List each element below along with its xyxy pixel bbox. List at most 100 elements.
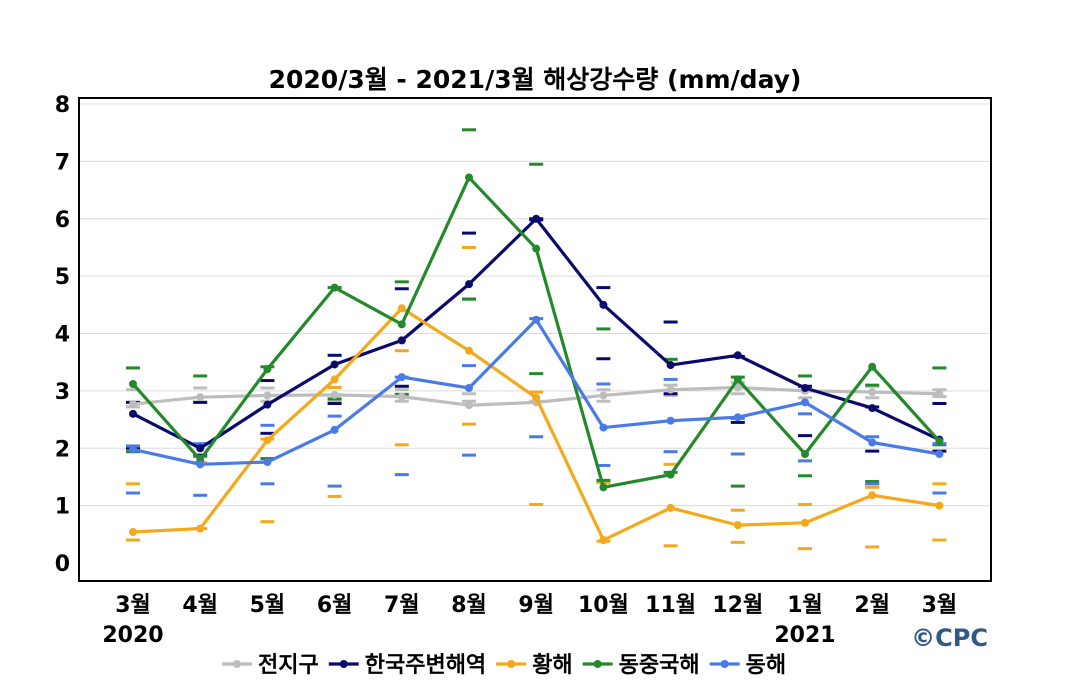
data-point [733,521,742,530]
range-markers [126,128,947,551]
legend-marker [233,660,241,668]
y-tick-label: 3 [55,380,70,405]
data-point [129,528,137,537]
legend-marker [593,660,602,668]
data-point [532,393,541,402]
data-point [330,360,339,369]
legend-label: 한국주변해역 [365,653,486,678]
data-point [801,518,809,527]
data-point [397,320,406,329]
data-point [330,283,339,292]
y-tick-label: 7 [55,150,70,175]
data-point [330,390,339,399]
x-axis-ticks: 3월 4월 5월 6월 7월 8월 9월 10월 11월 12월 1월 2월 3월 2020 2021 [102,593,957,648]
data-point [935,389,944,398]
data-point [465,346,473,355]
legend-label: 동중국해 [619,653,700,678]
x-tick-label: 8월 [451,593,487,618]
data-point [532,315,541,324]
data-point [666,503,675,512]
data-point [330,425,339,434]
legend-marker [339,660,348,668]
data-point [263,400,272,409]
data-point [599,536,608,545]
data-point [129,400,137,409]
data-point [935,501,944,510]
data-point [397,373,406,382]
data-point [465,384,473,393]
data-point [868,491,877,500]
data-point [599,300,608,309]
y-tick-label: 2 [55,437,70,462]
x-tick-label: 1월 [787,593,823,618]
x-tick-label: 11월 [645,593,696,618]
data-point [196,460,205,469]
x-tick-label: 4월 [182,593,218,618]
data-point [868,388,877,397]
chart-title: 2020/3월 - 2021/3월 해상강수량 (mm/day) [269,65,802,94]
data-point [733,383,742,392]
data-point [666,470,675,479]
year-label: 2021 [774,623,835,648]
data-point [397,392,406,401]
series-lines [129,173,944,545]
data-point [801,449,809,458]
data-point [465,401,473,410]
y-tick-label: 0 [55,552,70,577]
data-point [733,351,742,360]
data-point [465,173,473,182]
y-axis-ticks: 0 1 2 3 4 5 6 7 8 [55,93,70,577]
data-point [666,385,675,394]
data-point [868,404,877,413]
data-point [263,365,272,374]
y-tick-label: 8 [55,93,70,118]
legend-marker [720,660,729,668]
data-point [868,438,877,447]
x-tick-label: 7월 [384,593,420,618]
data-point [129,379,137,388]
legend-label: 동해 [746,653,786,678]
y-tick-label: 4 [55,323,70,348]
cpc-credit: ©CPC [911,624,988,652]
data-point [330,375,339,384]
data-point [733,413,742,422]
x-tick-label: 3월 [115,593,151,618]
y-tick-label: 6 [55,208,70,233]
data-point [129,445,137,454]
data-point [666,416,675,425]
data-point [532,244,541,253]
x-tick-label: 2월 [854,593,890,618]
data-point [129,409,137,418]
plot-frame [78,97,992,582]
data-point [196,524,205,533]
series-line [131,175,941,489]
data-point [935,449,944,458]
x-tick-label: 12월 [712,593,763,618]
data-point [263,436,272,445]
data-point [196,444,205,453]
data-point [397,304,406,313]
data-point [196,393,205,402]
legend-label: 황해 [532,653,572,678]
legend: 전지구 한국주변해역 황해 동중국해 동해 [222,653,786,678]
x-tick-label: 3월 [922,593,958,618]
data-point [397,336,406,345]
year-label: 2020 [102,623,163,648]
x-tick-label: 5월 [250,593,286,618]
data-point [599,483,608,492]
data-point [532,214,541,223]
data-point [666,361,675,370]
data-point [801,398,809,407]
data-point [599,391,608,400]
legend-marker [507,660,516,668]
data-point [868,362,877,371]
data-point [263,391,272,400]
data-point [733,375,742,384]
x-tick-label: 10월 [578,593,629,618]
y-tick-label: 5 [55,265,70,290]
legend-label: 전지구 [258,653,319,678]
data-point [801,384,809,393]
x-tick-label: 6월 [317,593,353,618]
data-point [263,458,272,467]
